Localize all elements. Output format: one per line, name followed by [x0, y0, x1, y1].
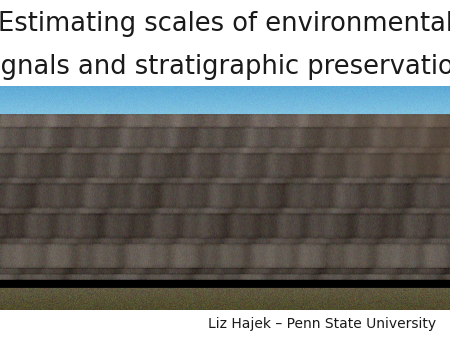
- Text: Liz Hajek – Penn State University: Liz Hajek – Penn State University: [208, 317, 436, 331]
- Text: signals and stratigraphic preservation: signals and stratigraphic preservation: [0, 54, 450, 80]
- Text: Estimating scales of environmental: Estimating scales of environmental: [0, 11, 450, 37]
